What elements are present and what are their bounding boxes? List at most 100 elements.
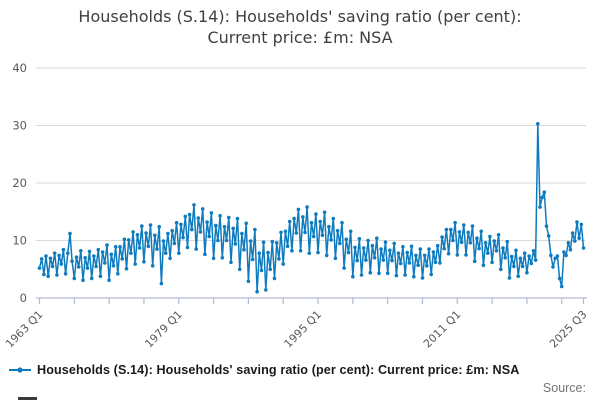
data-point bbox=[200, 207, 205, 211]
data-point bbox=[170, 228, 174, 233]
data-point bbox=[520, 264, 525, 269]
data-point bbox=[496, 233, 501, 237]
data-point bbox=[575, 220, 579, 224]
data-point bbox=[187, 212, 192, 217]
data-point bbox=[250, 257, 255, 262]
data-point bbox=[48, 256, 53, 261]
data-point bbox=[96, 247, 101, 252]
data-point bbox=[174, 220, 179, 225]
data-point bbox=[218, 214, 222, 218]
legend: Households (S.14): Households' saving ra… bbox=[8, 363, 596, 377]
data-point bbox=[416, 263, 420, 267]
data-point bbox=[227, 215, 231, 220]
data-point bbox=[394, 273, 399, 278]
data-point bbox=[257, 251, 262, 255]
data-point bbox=[150, 264, 155, 268]
data-point bbox=[338, 241, 342, 246]
data-point bbox=[181, 235, 185, 240]
data-point bbox=[407, 261, 412, 265]
data-point bbox=[488, 234, 492, 239]
data-point bbox=[120, 257, 124, 261]
data-point bbox=[255, 289, 259, 294]
data-point bbox=[287, 219, 292, 224]
data-point bbox=[240, 231, 244, 236]
data-point bbox=[272, 276, 277, 281]
data-point bbox=[340, 220, 344, 225]
data-point bbox=[429, 272, 434, 277]
data-point bbox=[464, 253, 468, 257]
data-point bbox=[142, 260, 146, 264]
data-point bbox=[512, 264, 516, 269]
y-tick-label-10: 10 bbox=[12, 234, 27, 248]
chart-title-line2: Current price: £m: NSA bbox=[207, 28, 393, 47]
data-point bbox=[531, 249, 536, 253]
data-point bbox=[351, 274, 355, 279]
data-point bbox=[544, 224, 549, 228]
data-point bbox=[155, 247, 159, 251]
data-point bbox=[477, 246, 481, 251]
data-point bbox=[383, 240, 388, 244]
data-point bbox=[137, 246, 142, 250]
data-point bbox=[196, 216, 201, 220]
data-point bbox=[209, 211, 214, 215]
data-point bbox=[207, 234, 211, 239]
data-point bbox=[442, 246, 447, 251]
data-point bbox=[348, 229, 353, 234]
data-point bbox=[431, 250, 436, 254]
data-point bbox=[166, 231, 170, 236]
data-point bbox=[522, 251, 527, 255]
data-point bbox=[468, 241, 473, 245]
data-point bbox=[540, 195, 544, 200]
data-point bbox=[324, 253, 329, 258]
data-point bbox=[185, 245, 190, 250]
data-point bbox=[268, 267, 273, 272]
data-point bbox=[231, 226, 235, 231]
data-point bbox=[368, 270, 373, 275]
data-point bbox=[183, 214, 188, 219]
data-point bbox=[553, 256, 557, 261]
data-point bbox=[194, 247, 198, 251]
data-point bbox=[577, 236, 581, 240]
data-point bbox=[427, 247, 431, 251]
data-point bbox=[81, 278, 85, 282]
data-point bbox=[536, 122, 540, 126]
data-point bbox=[449, 227, 453, 232]
data-point bbox=[385, 271, 390, 276]
x-tick-label: 1979 Q1 bbox=[142, 308, 185, 351]
data-point bbox=[409, 244, 414, 249]
data-point bbox=[398, 261, 403, 266]
data-point bbox=[177, 251, 181, 255]
data-point bbox=[364, 258, 368, 262]
data-point bbox=[381, 258, 386, 262]
data-point bbox=[518, 256, 523, 261]
data-point bbox=[370, 243, 375, 248]
data-point bbox=[405, 250, 410, 255]
data-point bbox=[285, 244, 290, 249]
data-point bbox=[459, 240, 464, 244]
data-point bbox=[100, 250, 105, 254]
data-point bbox=[333, 256, 338, 261]
data-point bbox=[116, 272, 120, 276]
data-point bbox=[298, 249, 303, 253]
data-point bbox=[425, 264, 429, 268]
data-point bbox=[466, 230, 471, 235]
data-point bbox=[453, 220, 457, 225]
data-point bbox=[414, 253, 418, 258]
data-point bbox=[290, 249, 294, 253]
data-point bbox=[355, 258, 360, 263]
data-point bbox=[451, 238, 455, 243]
data-point bbox=[375, 236, 379, 240]
data-point bbox=[253, 227, 257, 232]
data-point bbox=[205, 220, 209, 224]
data-point bbox=[44, 254, 48, 258]
data-point bbox=[79, 249, 83, 253]
chart-title-line1: Households (S.14): Households' saving ra… bbox=[78, 7, 522, 26]
data-point bbox=[462, 223, 466, 227]
data-point bbox=[486, 251, 490, 255]
data-point bbox=[222, 224, 227, 229]
data-point bbox=[538, 205, 542, 209]
y-tick-label-0: 0 bbox=[20, 291, 27, 305]
data-point bbox=[403, 273, 407, 277]
data-point bbox=[418, 247, 423, 251]
y-tick-label-30: 30 bbox=[12, 119, 27, 133]
